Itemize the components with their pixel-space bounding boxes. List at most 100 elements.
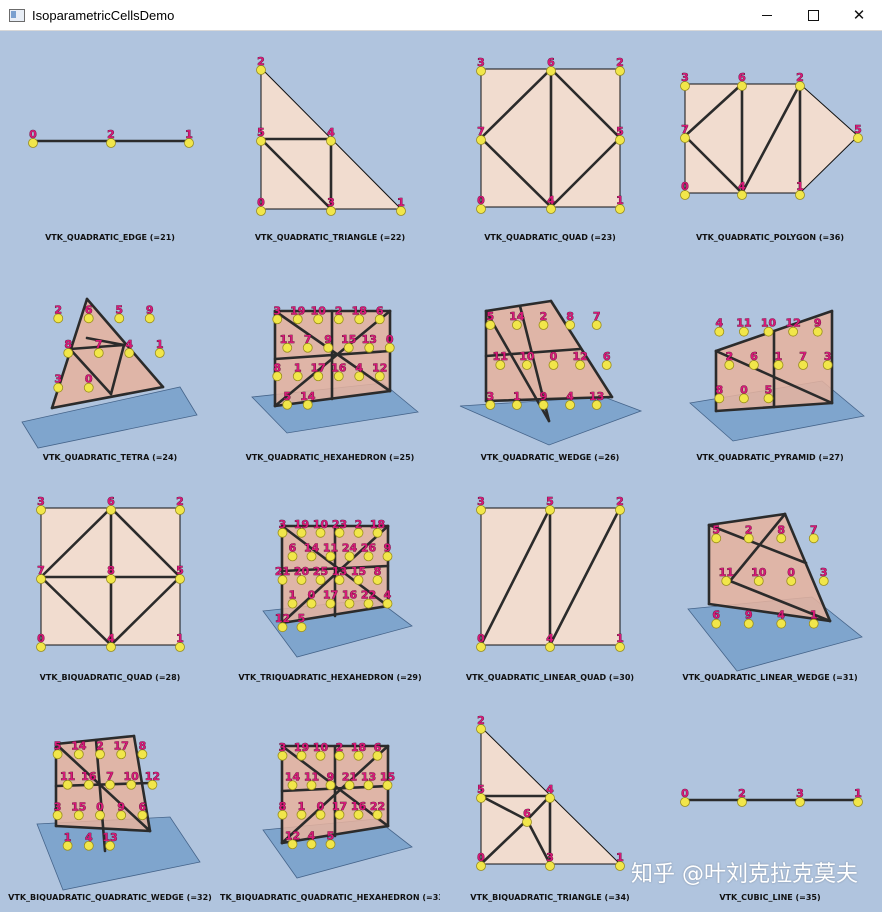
node-sphere xyxy=(272,314,283,325)
node-label: 1 xyxy=(796,180,804,193)
node-sphere xyxy=(545,793,555,803)
cell-edge xyxy=(728,512,787,583)
node-sphere xyxy=(753,576,764,586)
close-icon: ✕ xyxy=(852,7,866,24)
node-sphere xyxy=(853,797,863,807)
cell-caption: VTK_QUADRATIC_TETRA (=24) xyxy=(42,453,178,462)
node-sphere xyxy=(272,371,283,382)
node-label: 19 xyxy=(294,741,309,754)
node-label: 17 xyxy=(311,361,326,374)
node-label: 1 xyxy=(298,800,306,813)
node-sphere xyxy=(326,206,336,216)
node-label: 2 xyxy=(745,523,753,536)
node-label: 5 xyxy=(712,523,720,536)
cell-edge xyxy=(728,579,832,623)
node-sphere xyxy=(116,810,127,821)
node-label: 24 xyxy=(342,541,358,554)
node-label: 18 xyxy=(351,741,366,754)
node-sphere xyxy=(808,533,819,544)
node-sphere xyxy=(788,326,798,337)
cell-edge xyxy=(707,523,808,565)
node-sphere xyxy=(344,551,355,562)
node-label: 14 xyxy=(304,541,320,554)
node-sphere xyxy=(36,505,46,515)
node-label: 4 xyxy=(107,632,115,645)
node-sphere xyxy=(83,313,94,324)
node-label: 5 xyxy=(854,123,862,136)
node-sphere xyxy=(93,348,104,358)
cell-caption: VTK_BIQUADRATIC_TRIANGLE (=34) xyxy=(470,893,630,902)
minimize-button[interactable] xyxy=(744,0,790,30)
node-sphere xyxy=(374,314,385,325)
node-label: 6 xyxy=(139,800,147,813)
node-label: 0 xyxy=(29,128,37,141)
node-label: 10 xyxy=(313,741,329,754)
node-sphere xyxy=(680,81,690,91)
node-sphere xyxy=(714,393,725,404)
node-sphere xyxy=(739,326,749,337)
node-label: 20 xyxy=(294,565,310,578)
cell-12: 5 14 2 17 8 11 16 7 10 12 3 15 0 9 6 1 4 13 xyxy=(36,734,201,891)
ground-plane xyxy=(21,386,198,449)
cell-edge xyxy=(39,575,113,647)
maximize-button[interactable] xyxy=(790,0,836,30)
node-sphere xyxy=(95,810,105,821)
node-label: 22 xyxy=(361,589,376,602)
node-label: 16 xyxy=(331,361,347,374)
cell-10: 3 5 2 0 4 1 xyxy=(476,495,625,652)
node-label: 7 xyxy=(106,770,114,783)
close-button[interactable]: ✕ xyxy=(836,0,882,30)
node-label: 0 xyxy=(317,800,325,813)
node-label: 1 xyxy=(854,787,862,800)
node-label: 3 xyxy=(54,373,62,386)
node-sphere xyxy=(548,360,559,370)
node-label: 1 xyxy=(156,338,164,351)
cell-caption: VTK_QUADRATIC_EDGE (=21) xyxy=(45,233,175,242)
node-sphere xyxy=(326,136,336,146)
node-sphere xyxy=(372,527,383,538)
node-sphere xyxy=(296,809,307,820)
node-label: 6 xyxy=(603,350,611,363)
node-label: 9 xyxy=(117,800,125,813)
cell-caption: VTK_QUADRATIC_HEXAHEDRON (=25) xyxy=(245,453,415,462)
cell-edge xyxy=(259,137,333,211)
node-label: 2 xyxy=(96,739,104,752)
node-label: 11 xyxy=(323,541,338,554)
node-label: 23 xyxy=(332,518,347,531)
node-label: 11 xyxy=(719,566,734,579)
node-sphere xyxy=(277,750,288,761)
node-sphere xyxy=(565,400,575,410)
node-label: 2 xyxy=(738,787,746,800)
cell-edge xyxy=(683,82,744,138)
node-label: 6 xyxy=(85,303,93,316)
node-sphere xyxy=(812,326,823,337)
node-sphere xyxy=(591,320,602,330)
node-sphere xyxy=(512,400,522,410)
node-sphere xyxy=(776,533,787,544)
app-icon xyxy=(9,8,25,22)
node-sphere xyxy=(476,66,486,76)
cell-edge xyxy=(85,297,165,389)
node-label: 4 xyxy=(308,829,316,842)
node-sphere xyxy=(795,81,805,91)
node-sphere xyxy=(334,809,345,820)
node-label: 1 xyxy=(810,609,818,622)
cell-edge xyxy=(549,136,622,209)
node-sphere xyxy=(313,371,324,382)
cell-0: 0 2 1 xyxy=(28,128,194,148)
node-label: 7 xyxy=(37,564,45,577)
node-label: 4 xyxy=(327,126,335,139)
node-label: 0 xyxy=(740,383,748,396)
node-label: 1 xyxy=(294,361,302,374)
node-sphere xyxy=(277,527,288,538)
node-label: 14 xyxy=(71,739,87,752)
node-sphere xyxy=(344,598,355,609)
node-label: 1 xyxy=(289,589,297,602)
node-sphere xyxy=(63,348,74,358)
render-window[interactable]: 0 2 1 2 5 4 0 3 1 3 6 2 7 5 0 4 1 3 6 2 7 5 0 4 1 2 6 5 9 8 7 4 1 3 0 3 19 10… xyxy=(0,31,882,912)
title-bar: IsoparametricCellsDemo ✕ xyxy=(0,0,882,31)
node-label: 4 xyxy=(566,390,574,403)
node-sphere xyxy=(382,551,393,562)
cell-edge xyxy=(479,506,552,647)
